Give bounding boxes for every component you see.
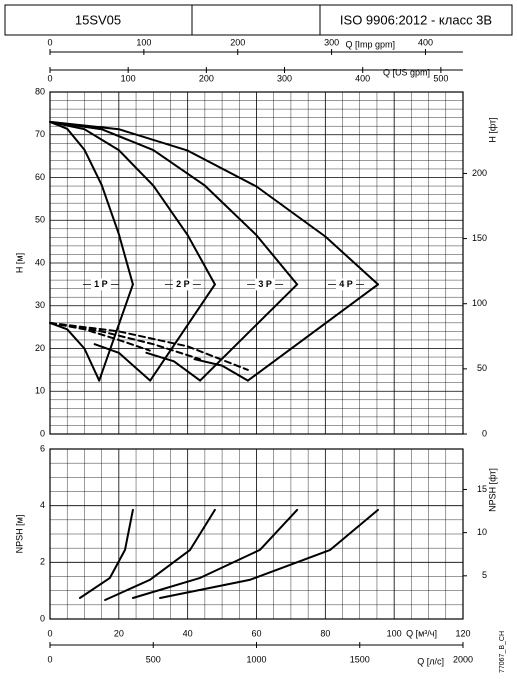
x-tick-label: 120 <box>455 628 470 638</box>
stage-label-bg <box>172 278 193 291</box>
y-tick-label: 60 <box>35 172 45 182</box>
dashed-curve <box>49 321 202 361</box>
y2-tick-label: 50 <box>477 363 487 373</box>
y2-axis-title: NPSH [фт] <box>487 468 497 512</box>
x-tick-label: 80 <box>320 628 330 638</box>
curve <box>98 283 134 382</box>
curve <box>159 508 379 599</box>
plot-frame <box>49 91 464 435</box>
secondary-tick-label: 300 <box>324 37 339 47</box>
curve <box>246 283 379 382</box>
stage-label: 3 P <box>258 279 272 289</box>
y-axis-title: H [м] <box>14 253 24 273</box>
y2-axis-title: H [фт] <box>487 117 497 142</box>
secondary-tick-label: 1500 <box>350 654 370 664</box>
curve <box>104 508 216 601</box>
plot-frame <box>49 448 464 620</box>
stage-label-bg <box>255 278 276 291</box>
stage-label-bg <box>335 278 356 291</box>
dashed-curve <box>49 321 151 352</box>
y-tick-label: 10 <box>35 386 45 396</box>
y-tick-label: 6 <box>40 443 45 453</box>
secondary-axis-title: Q [л/с] <box>417 656 444 666</box>
curve <box>193 358 249 382</box>
y-tick-label: 20 <box>35 343 45 353</box>
secondary-tick-label: 0 <box>47 37 52 47</box>
y2-tick-label: 10 <box>477 527 487 537</box>
secondary-tick-label: 200 <box>199 73 214 83</box>
secondary-tick-label: 0 <box>47 654 52 664</box>
x-tick-label: 40 <box>183 628 193 638</box>
y-axis-title: NPSH [м] <box>14 515 24 554</box>
secondary-tick-label: 400 <box>418 37 433 47</box>
x-tick-label: 20 <box>114 628 124 638</box>
y2-tick-label: 15 <box>477 484 487 494</box>
y2-tick-label: 150 <box>472 233 487 243</box>
secondary-tick-label: 0 <box>47 73 52 83</box>
secondary-tick-label: 500 <box>146 654 161 664</box>
secondary-tick-label: 500 <box>433 73 448 83</box>
secondary-tick-label: 300 <box>277 73 292 83</box>
curve <box>49 120 216 286</box>
y2-tick-label: 100 <box>472 298 487 308</box>
secondary-tick-label: 100 <box>121 73 136 83</box>
secondary-tick-label: 400 <box>355 73 370 83</box>
curve <box>78 508 134 599</box>
model: 15SV05 <box>75 12 121 27</box>
y-tick-label: 40 <box>35 257 45 267</box>
standard: ISO 9906:2012 - класс 3B <box>340 12 492 27</box>
y-tick-label: 4 <box>40 500 45 510</box>
y-tick-label: 70 <box>35 129 45 139</box>
curve <box>131 508 299 599</box>
header-frame <box>4 4 513 36</box>
curve <box>199 283 299 382</box>
y2-tick-label: 0 <box>482 428 487 438</box>
secondary-axis-title: Q [US gpm] <box>383 67 430 77</box>
y-tick-label: 0 <box>40 613 45 623</box>
curve <box>49 120 299 286</box>
curve <box>145 351 202 382</box>
curve <box>49 321 101 382</box>
x-tick-label: 100 <box>387 628 402 638</box>
y-tick-label: 0 <box>40 428 45 438</box>
curve <box>49 120 379 286</box>
secondary-tick-label: 200 <box>230 37 245 47</box>
x-tick-label: 0 <box>47 628 52 638</box>
x-tick-label: 60 <box>251 628 261 638</box>
stage-label: 2 P <box>176 279 190 289</box>
y-tick-label: 50 <box>35 215 45 225</box>
curve <box>93 343 152 382</box>
y-tick-label: 2 <box>40 557 45 567</box>
secondary-axis-title: Q [Imp gpm] <box>345 39 395 49</box>
y-tick-label: 30 <box>35 300 45 310</box>
dashed-curve <box>49 321 249 371</box>
secondary-tick-label: 100 <box>136 37 151 47</box>
secondary-tick-label: 1000 <box>246 654 266 664</box>
y2-tick-label: 5 <box>482 570 487 580</box>
y2-tick-label: 200 <box>472 168 487 178</box>
curve <box>149 283 216 382</box>
x-axis-title: Q [м³/ч] <box>406 628 437 638</box>
y-tick-label: 80 <box>35 86 45 96</box>
secondary-tick-label: 2000 <box>453 654 473 664</box>
drawing-code: 77067_B_CH <box>499 631 506 673</box>
stage-label: 1 P <box>94 279 108 289</box>
curve <box>49 120 134 286</box>
stage-label-bg <box>90 278 111 291</box>
stage-label: 4 P <box>339 279 353 289</box>
